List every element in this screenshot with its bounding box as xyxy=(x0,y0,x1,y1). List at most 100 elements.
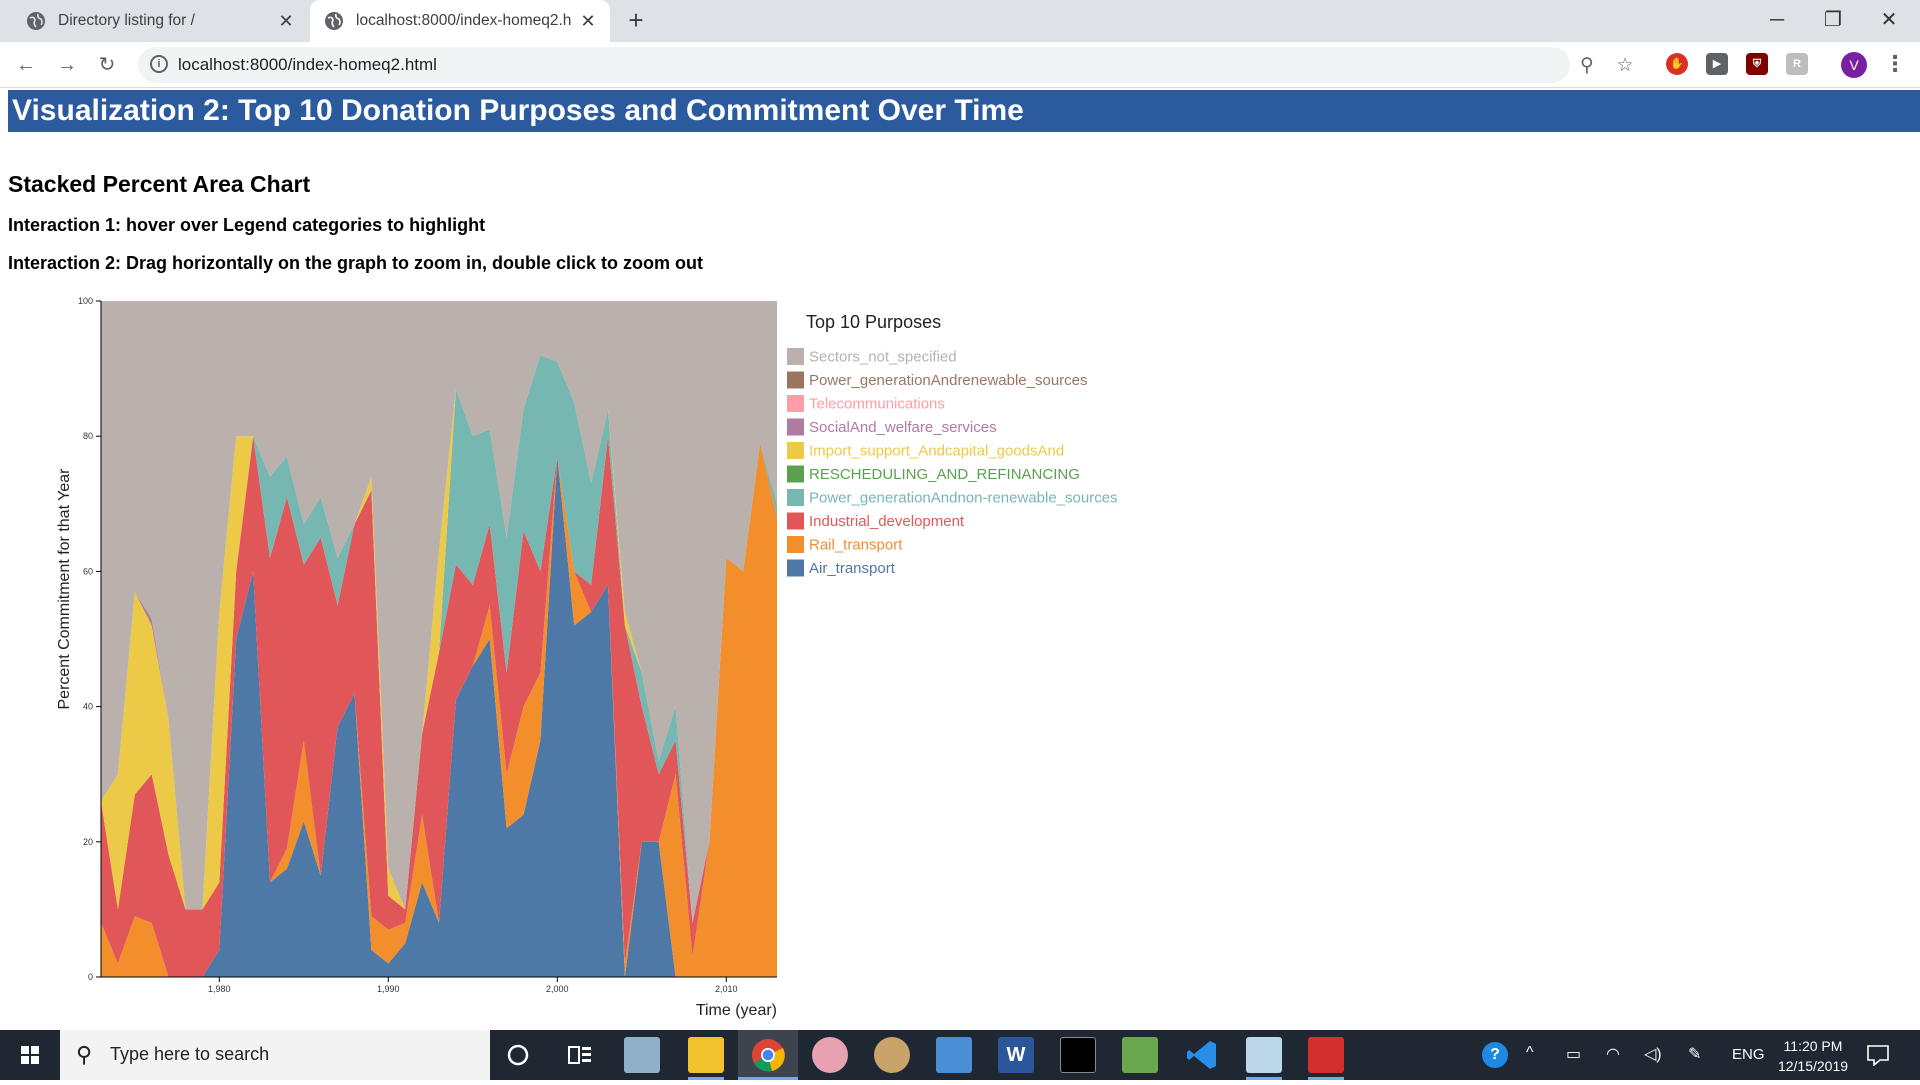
legend-item-air-transport[interactable]: Air_transport xyxy=(809,560,896,577)
browser-toolbar: ← → ↻ i localhost:8000/index-homeq2.html… xyxy=(0,42,1920,88)
chart-subtitle: Stacked Percent Area Chart xyxy=(8,171,311,197)
title-banner: Visualization 2: Top 10 Donation Purpose… xyxy=(8,90,1920,132)
zoom-icon[interactable]: ⚲ xyxy=(1580,55,1594,76)
taskbar-clock[interactable]: 11:20 PM 12/15/2019 xyxy=(1772,1036,1854,1076)
video-extension-icon[interactable]: ▶ xyxy=(1706,53,1728,75)
active-indicator xyxy=(1246,1077,1282,1080)
chart-legend: Top 10 Purposes Sectors_not_specified Powe… xyxy=(787,312,1118,577)
windows-taskbar: ⚲ Type here to search W ? ^ ▭ ◠ ◁) ✎ ENG… xyxy=(0,1030,1920,1080)
chrome-icon[interactable] xyxy=(750,1037,786,1073)
legend-swatch[interactable] xyxy=(787,559,804,577)
battery-icon[interactable]: ▭ xyxy=(1566,1046,1582,1063)
start-button[interactable] xyxy=(0,1030,60,1080)
acrobat-icon[interactable] xyxy=(1308,1037,1344,1073)
legend-swatch[interactable] xyxy=(787,512,804,530)
x-tick-label: 1,990 xyxy=(377,984,400,994)
info-icon[interactable]: i xyxy=(150,55,168,73)
pen-icon[interactable]: ✎ xyxy=(1688,1046,1702,1063)
stacked-area-chart[interactable]: 1,980 1,990 2,000 2,010 0 20 40 60 80 100 Time (ye… xyxy=(0,88,1920,1030)
snowflake-app-icon[interactable] xyxy=(1246,1037,1282,1073)
active-indicator xyxy=(1308,1077,1344,1080)
word-icon[interactable]: W xyxy=(998,1037,1034,1073)
help-icon[interactable]: ? xyxy=(1482,1042,1508,1068)
legend-item-socialand-welfare-services[interactable]: SocialAnd_welfare_services xyxy=(809,419,997,436)
reload-icon[interactable]: ↻ xyxy=(98,54,116,76)
y-axis-label: Percent Commitment for that Year xyxy=(56,468,73,710)
legend-swatch[interactable] xyxy=(787,418,804,436)
page-title: Visualization 2: Top 10 Donation Purpose… xyxy=(12,94,1024,127)
wifi-icon[interactable]: ◠ xyxy=(1606,1046,1620,1063)
legend-item-rescheduling-and-refinancing[interactable]: RESCHEDULING_AND_REFINANCING xyxy=(809,466,1080,483)
legend-swatch[interactable] xyxy=(787,371,804,389)
area-sectors-not-specified[interactable] xyxy=(101,301,777,923)
taskbar-search[interactable]: ⚲ Type here to search xyxy=(60,1030,490,1080)
forward-arrow-icon[interactable]: → xyxy=(57,54,77,76)
y-tick-label: 0 xyxy=(88,972,93,982)
more-menu-icon[interactable]: ⋮ xyxy=(1884,51,1906,76)
new-tab-button[interactable]: + xyxy=(628,5,644,35)
area-import-support-andcapital-goodsand[interactable] xyxy=(101,355,777,923)
paint-app-icon[interactable] xyxy=(812,1037,848,1073)
extension-icon[interactable]: R xyxy=(1786,53,1808,75)
legend-item-sectors-not-specified[interactable]: Sectors_not_specified xyxy=(809,349,957,366)
url-text: localhost:8000/index-homeq2.html xyxy=(178,55,437,74)
legend-item-power-generationandnon-renewable-sources[interactable]: Power_generationAndnon-renewable_sources xyxy=(809,490,1118,507)
stop-extension-icon[interactable]: ✋ xyxy=(1666,53,1688,75)
y-tick-label: 60 xyxy=(83,566,93,576)
area-industrial-development[interactable] xyxy=(101,436,777,977)
plot-areas[interactable] xyxy=(101,301,777,977)
y-tick-label: 80 xyxy=(83,431,93,441)
file-explorer-icon[interactable] xyxy=(688,1037,724,1073)
language-indicator[interactable]: ENG xyxy=(1732,1046,1765,1063)
x-tick-label: 2,000 xyxy=(546,984,569,994)
notepad-app-icon[interactable] xyxy=(1122,1037,1158,1073)
minimize-icon[interactable]: ─ xyxy=(1769,9,1785,31)
profile-avatar[interactable]: V xyxy=(1841,52,1867,78)
address-bar[interactable]: i localhost:8000/index-homeq2.html ⚲ ☆ xyxy=(138,47,1634,83)
legend-item-telecommunications[interactable]: Telecommunications xyxy=(809,396,945,413)
page-content: Visualization 2: Top 10 Donation Purpose… xyxy=(0,88,1920,1030)
app-icon-1[interactable] xyxy=(624,1037,660,1073)
browser-tab-bar: Directory listing for / ✕ localhost:8000… xyxy=(0,0,1920,42)
windows-logo-icon xyxy=(21,1046,39,1064)
bookmark-star-icon[interactable]: ☆ xyxy=(1616,55,1634,76)
cortana-icon[interactable] xyxy=(504,1043,532,1067)
close-icon[interactable]: ✕ xyxy=(278,11,294,31)
legend-swatch[interactable] xyxy=(787,536,804,553)
chevron-up-icon[interactable]: ^ xyxy=(1526,1044,1534,1061)
legend-item-industrial-development[interactable]: Industrial_development xyxy=(809,513,965,530)
tab-title: Directory listing for / xyxy=(58,12,195,29)
clock-date: 12/15/2019 xyxy=(1777,1058,1849,1074)
legend-swatch[interactable] xyxy=(787,442,804,459)
close-icon[interactable]: ✕ xyxy=(580,11,596,31)
restore-icon[interactable]: ❐ xyxy=(1824,9,1842,31)
legend-title: Top 10 Purposes xyxy=(806,312,941,332)
clock-time: 11:20 PM xyxy=(1783,1038,1843,1054)
paint-palette-icon[interactable] xyxy=(874,1037,910,1073)
area-air-transport[interactable] xyxy=(101,456,777,978)
legend-item-import-support-andcapital-goodsand[interactable]: Import_support_Andcapital_goodsAnd xyxy=(809,443,1064,460)
vscode-icon[interactable] xyxy=(1184,1037,1220,1073)
legend-item-power-generationandrenewable-sources[interactable]: Power_generationAndrenewable_sources xyxy=(809,372,1088,389)
back-arrow-icon[interactable]: ← xyxy=(16,54,36,76)
window-close-icon[interactable]: ✕ xyxy=(1880,9,1898,31)
legend-swatch[interactable] xyxy=(787,348,804,365)
ublock-extension-icon[interactable]: ⛨ xyxy=(1746,53,1768,75)
x-tick-label: 2,010 xyxy=(715,984,738,994)
task-view-icon[interactable] xyxy=(566,1043,594,1067)
tab-directory-listing[interactable]: Directory listing for / ✕ xyxy=(0,0,308,42)
legend-swatch[interactable] xyxy=(787,395,804,412)
interaction-hint-1: Interaction 1: hover over Legend categor… xyxy=(8,215,486,235)
axes: 1,980 1,990 2,000 2,010 0 20 40 60 80 100 Time (ye… xyxy=(56,296,777,1019)
area-rail-transport[interactable] xyxy=(101,443,777,977)
legend-swatch[interactable] xyxy=(787,465,804,483)
legend-item-rail-transport[interactable]: Rail_transport xyxy=(809,537,903,554)
outlook-icon[interactable] xyxy=(936,1037,972,1073)
y-tick-label: 20 xyxy=(83,837,93,847)
volume-icon[interactable]: ◁) xyxy=(1644,1046,1662,1063)
notification-icon[interactable] xyxy=(1866,1044,1890,1066)
legend-swatch[interactable] xyxy=(787,489,804,506)
tab-index-homeq2[interactable]: localhost:8000/index-homeq2.html ✕ xyxy=(310,0,610,42)
terminal-icon[interactable] xyxy=(1060,1037,1096,1073)
area-power-generationandnon-renewable-sources[interactable] xyxy=(101,355,777,923)
